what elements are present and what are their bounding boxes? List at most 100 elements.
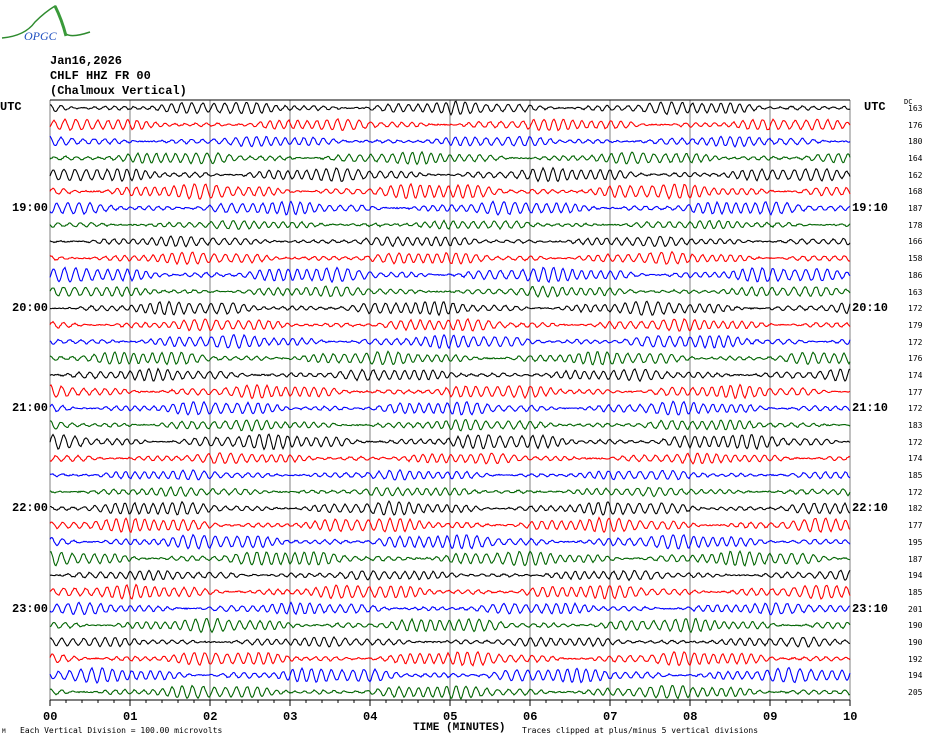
dc-value: 185 — [908, 471, 923, 481]
seismic-trace — [49, 333, 851, 350]
dc-value: 192 — [908, 654, 923, 664]
dc-value: 168 — [908, 187, 923, 197]
seismic-trace — [49, 367, 851, 383]
seismic-trace — [49, 533, 851, 550]
dc-value: 185 — [908, 587, 923, 597]
left-time-label: 22:00 — [12, 501, 49, 516]
dc-value: 163 — [908, 104, 923, 113]
seismic-trace — [49, 383, 851, 400]
dc-value: 194 — [908, 671, 923, 681]
seismic-trace — [49, 617, 851, 634]
seismic-trace — [49, 666, 851, 684]
dc-value: 190 — [908, 621, 923, 631]
right-time-label: 22:10 — [852, 501, 889, 516]
opgc-logo: OPGC — [1, 4, 91, 42]
right-time-label: 21:10 — [852, 401, 889, 416]
dc-value: 183 — [908, 421, 923, 431]
dc-value: 174 — [908, 370, 923, 380]
x-tick-label: 03 — [283, 710, 298, 724]
seismic-trace — [49, 166, 851, 183]
seismic-trace — [49, 300, 851, 317]
seismic-trace — [49, 636, 851, 648]
x-axis-label: TIME (MINUTES) — [413, 722, 506, 734]
dc-value: 190 — [908, 637, 923, 647]
left-time-label: 21:00 — [12, 401, 49, 416]
seismic-trace — [49, 350, 851, 366]
footer-clip-note: Traces clipped at plus/minus 5 vertical … — [522, 726, 759, 735]
seismic-trace — [49, 452, 851, 465]
dc-value: 186 — [908, 270, 923, 280]
corner-mark: M — [2, 728, 6, 735]
svg-text:OPGC: OPGC — [24, 29, 58, 42]
seismic-trace — [49, 569, 851, 582]
dc-value: 187 — [908, 204, 923, 214]
dc-title: DC — [904, 98, 913, 106]
seismic-trace — [49, 468, 851, 481]
seismic-trace — [50, 500, 851, 516]
x-tick-label: 05 — [443, 710, 458, 724]
dc-value: 172 — [908, 304, 923, 314]
seismic-trace — [49, 250, 851, 266]
dc-value: 187 — [908, 554, 923, 564]
dc-value: 164 — [908, 154, 923, 164]
x-tick-label: 10 — [843, 710, 858, 724]
x-tick-label: 06 — [523, 710, 538, 724]
left-time-label: 19:00 — [12, 201, 49, 216]
seismic-trace — [49, 182, 851, 201]
dc-value: 172 — [908, 437, 923, 447]
left-utc-title: UTC — [0, 100, 22, 114]
x-tick-label: 08 — [683, 710, 698, 724]
dc-value: 177 — [908, 387, 923, 397]
dc-value: 166 — [908, 237, 923, 247]
dc-value: 179 — [908, 320, 923, 330]
dc-value: 158 — [908, 254, 923, 264]
dc-value: 180 — [908, 137, 923, 147]
x-tick-label: 04 — [363, 710, 378, 724]
dc-value: 172 — [908, 404, 923, 414]
dc-value: 162 — [908, 170, 923, 180]
x-tick-label: 07 — [603, 710, 618, 724]
seismic-trace — [49, 235, 851, 248]
dc-value: 172 — [908, 337, 923, 347]
dc-value: 195 — [908, 537, 923, 547]
seismic-trace — [49, 418, 851, 432]
seismic-trace — [49, 684, 851, 700]
dc-value: 174 — [908, 454, 923, 464]
right-time-label: 23:10 — [852, 601, 889, 616]
dc-value: 176 — [908, 120, 923, 130]
dc-value: 194 — [908, 571, 923, 581]
right-utc-title: UTC — [864, 100, 886, 114]
footer-scale-note: Each Vertical Division = 100.00 microvol… — [20, 726, 223, 735]
date-label: Jan16,2026 — [50, 54, 123, 68]
right-time-label: 20:10 — [852, 301, 889, 316]
seismic-trace — [49, 400, 851, 416]
seismic-trace — [49, 433, 851, 451]
dc-value: 177 — [908, 521, 923, 531]
seismic-trace — [49, 550, 851, 567]
seismic-trace — [49, 135, 851, 148]
dc-value: 178 — [908, 220, 923, 230]
seismic-trace — [49, 118, 851, 132]
dc-value: 176 — [908, 354, 923, 364]
seismic-trace — [49, 650, 851, 667]
station-description: (Chalmoux Vertical) — [50, 84, 187, 98]
seismic-trace — [49, 150, 851, 166]
seismic-trace — [49, 200, 851, 216]
dc-value: 163 — [908, 287, 923, 297]
seismic-trace — [49, 601, 851, 616]
seismic-trace — [49, 285, 851, 298]
seismic-trace — [49, 583, 851, 600]
x-tick-label: 01 — [123, 710, 138, 724]
dc-value: 182 — [908, 504, 923, 514]
seismic-trace — [49, 317, 851, 332]
left-time-label: 20:00 — [12, 301, 49, 316]
dc-value: 172 — [908, 487, 923, 497]
dc-value: 205 — [908, 688, 923, 697]
x-tick-label: 09 — [763, 710, 778, 724]
x-tick-label: 02 — [203, 710, 218, 724]
seismic-trace — [49, 486, 851, 498]
seismic-trace — [49, 100, 851, 116]
x-tick-label: 00 — [43, 710, 58, 724]
right-time-label: 19:10 — [852, 201, 889, 216]
